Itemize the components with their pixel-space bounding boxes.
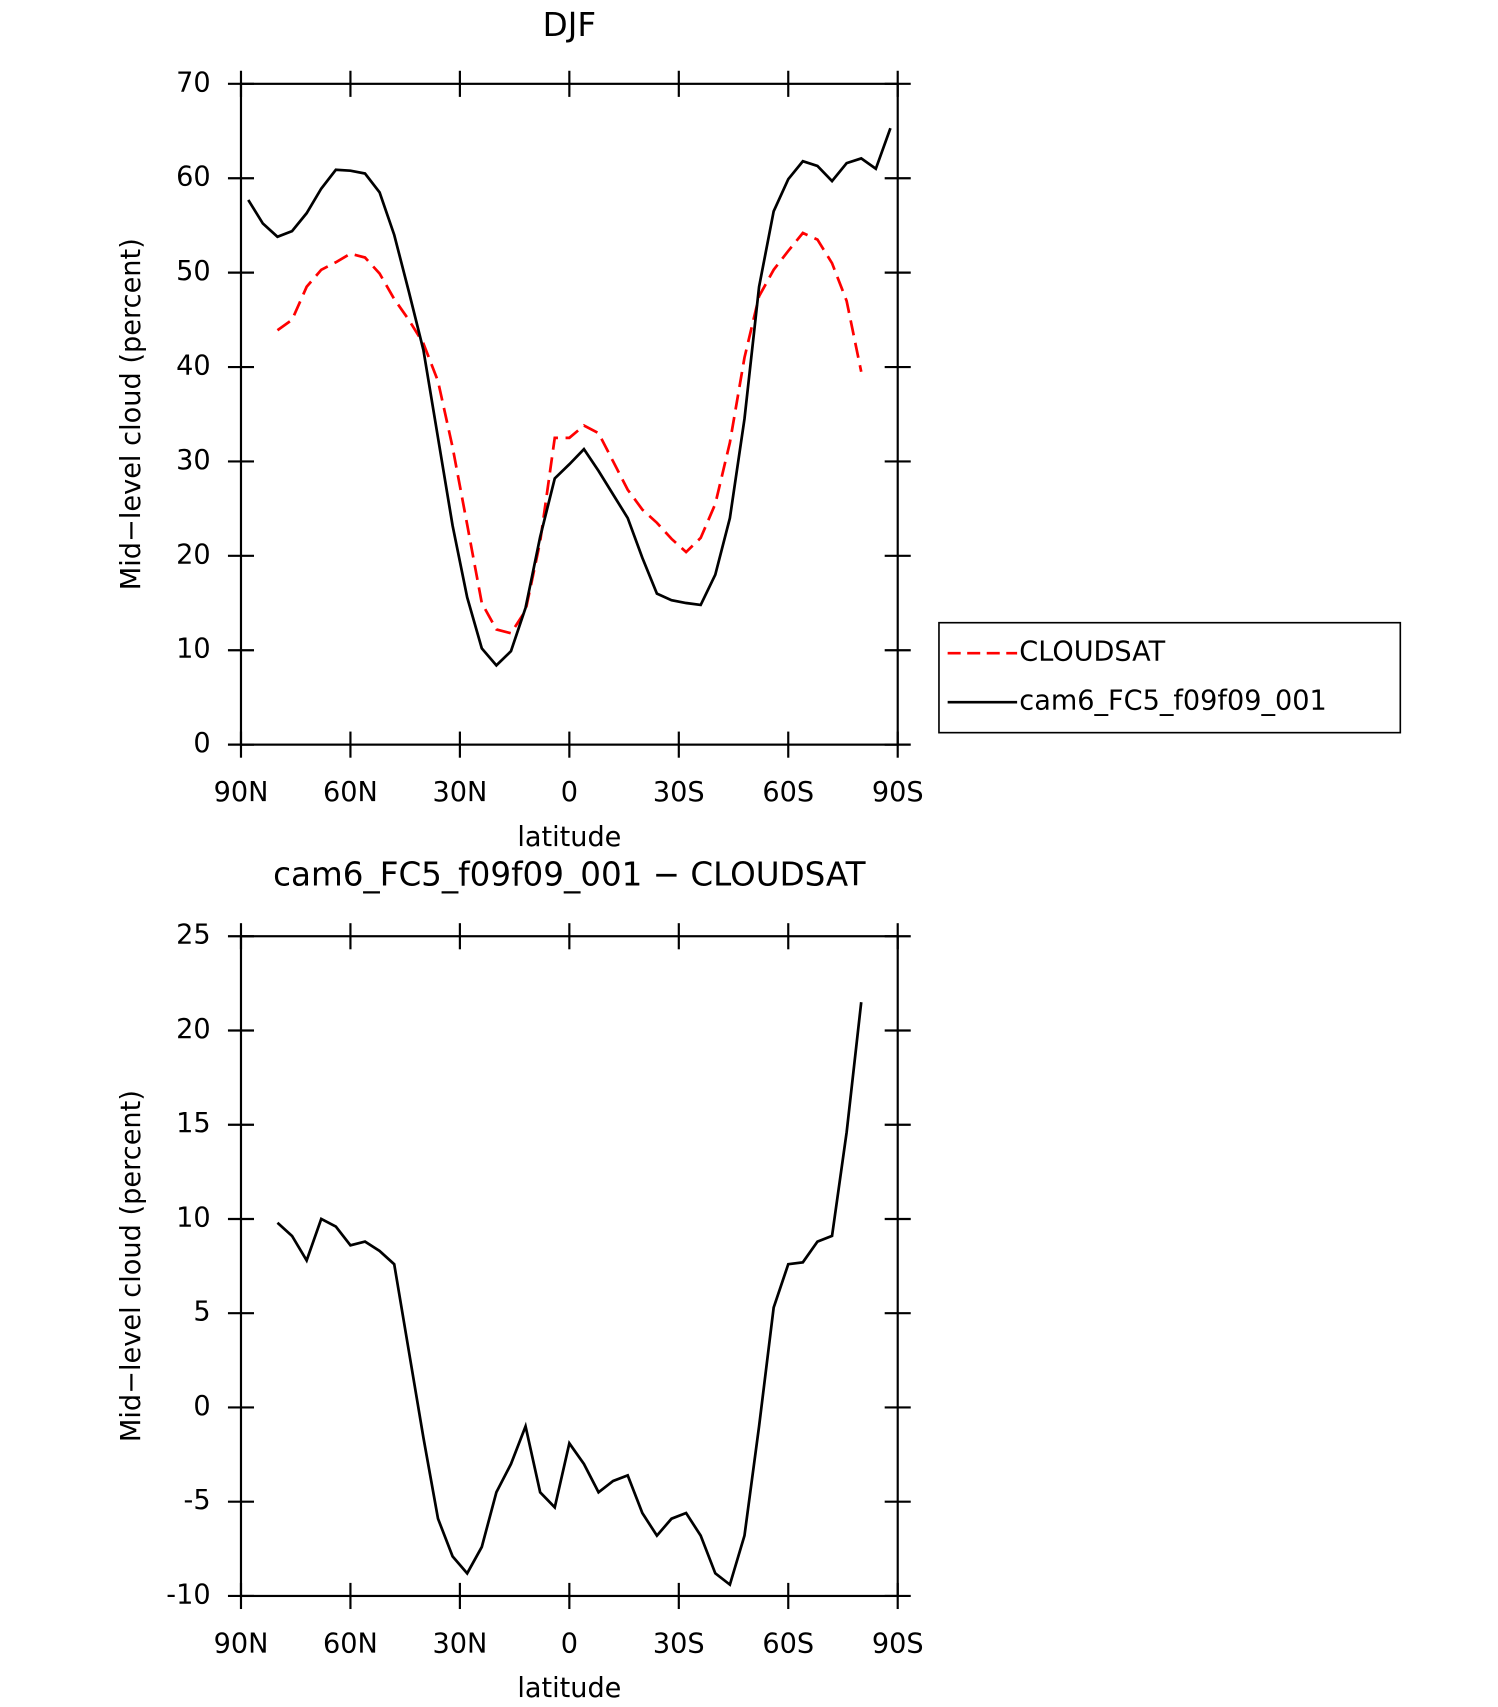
plot-frame <box>239 82 899 746</box>
x-tick-label: 90N <box>214 777 269 808</box>
x-tick-label: 60N <box>323 777 378 808</box>
y-tick-label: -10 <box>166 1579 210 1610</box>
y-tick-label: 30 <box>176 445 211 476</box>
chart-title: DJF <box>543 6 596 44</box>
x-tick-label: 90S <box>872 777 924 808</box>
y-axis-label: Mid−level cloud (percent) <box>116 238 147 590</box>
y-tick-label: 20 <box>176 539 211 570</box>
x-tick-label: 30N <box>432 777 487 808</box>
y-tick-label: 20 <box>176 1014 211 1045</box>
y-tick-label: 50 <box>176 256 211 287</box>
chart-title: cam6_FC5_f09f09_001 − CLOUDSAT <box>273 855 866 893</box>
plot-frame <box>239 935 899 1598</box>
y-tick-label: 10 <box>176 634 211 665</box>
x-tick-label: 90S <box>872 1628 924 1659</box>
series-line <box>247 127 892 668</box>
x-tick-label: 30S <box>653 1628 705 1659</box>
series-line <box>276 231 863 635</box>
x-axis-label: latitude <box>517 1673 621 1704</box>
x-axis-label: latitude <box>517 822 621 853</box>
y-tick-label: 25 <box>176 920 211 951</box>
legend-label: cam6_FC5_f09f09_001 <box>1019 686 1327 717</box>
x-tick-label: 60N <box>323 1628 378 1659</box>
series-line <box>276 1002 863 1587</box>
x-tick-label: 30N <box>432 1628 487 1659</box>
legend-box <box>938 621 1402 734</box>
x-tick-label: 60S <box>762 1628 814 1659</box>
legend-label: CLOUDSAT <box>1019 637 1165 668</box>
y-tick-label: 5 <box>193 1297 210 1328</box>
y-tick-label: 0 <box>193 728 210 759</box>
y-tick-label: 0 <box>193 1391 210 1422</box>
x-tick-label: 0 <box>561 777 578 808</box>
y-tick-label: -5 <box>184 1485 211 1516</box>
x-tick-label: 30S <box>653 777 705 808</box>
x-tick-label: 60S <box>762 777 814 808</box>
x-tick-label: 90N <box>214 1628 269 1659</box>
x-tick-label: 0 <box>561 1628 578 1659</box>
y-tick-label: 15 <box>176 1108 211 1139</box>
y-tick-label: 40 <box>176 351 211 382</box>
y-tick-label: 60 <box>176 162 211 193</box>
y-tick-label: 10 <box>176 1202 211 1233</box>
y-axis-label: Mid−level cloud (percent) <box>116 1090 147 1442</box>
y-tick-label: 70 <box>176 67 211 98</box>
